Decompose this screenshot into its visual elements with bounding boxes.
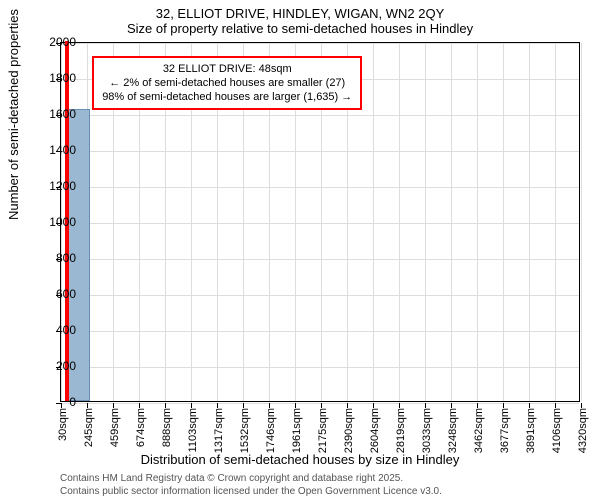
ytick-label: 1200 [36,179,76,193]
xtick-label: 4320sqm [577,408,589,453]
y-axis-label: Number of semi-detached properties [6,9,21,220]
xtick-label: 459sqm [109,408,121,447]
xtick-label: 3462sqm [473,408,485,453]
xtick-label: 2819sqm [395,408,407,453]
grid-line-v [503,43,504,401]
ytick-label: 800 [36,251,76,265]
annotation-line: 98% of semi-detached houses are larger (… [102,90,352,104]
grid-line-v [399,43,400,401]
grid-line-v [477,43,478,401]
xtick-label: 1103sqm [187,408,199,452]
xtick-label: 245sqm [83,408,95,447]
ytick-label: 600 [36,287,76,301]
chart-title: 32, ELLIOT DRIVE, HINDLEY, WIGAN, WN2 2Q… [0,0,600,21]
annotation-line: ← 2% of semi-detached houses are smaller… [102,76,352,90]
grid-line-v [451,43,452,401]
xtick-label: 4106sqm [551,408,563,453]
ytick-label: 1600 [36,107,76,121]
grid-line-v [425,43,426,401]
ytick-label: 1800 [36,71,76,85]
plot-area: 30sqm245sqm459sqm674sqm888sqm1103sqm1317… [60,42,580,402]
ytick-label: 0 [36,395,76,409]
ytick-label: 2000 [36,35,76,49]
xtick-label: 1317sqm [213,408,225,453]
xtick-label: 3677sqm [499,408,511,453]
grid-line-v [555,43,556,401]
xtick-label: 3891sqm [525,408,537,453]
xtick-label: 1532sqm [239,408,251,453]
annotation-box: 32 ELLIOT DRIVE: 48sqm← 2% of semi-detac… [92,56,362,111]
grid-line-v [373,43,374,401]
footer-line2: Contains public sector information licen… [60,485,442,498]
chart-subtitle: Size of property relative to semi-detach… [0,21,600,36]
xtick-label: 1961sqm [291,408,303,453]
grid-line-v [581,43,582,401]
xtick-label: 2175sqm [317,408,329,453]
x-axis-label: Distribution of semi-detached houses by … [0,452,600,467]
xtick-label: 888sqm [161,408,173,447]
annotation-line: 32 ELLIOT DRIVE: 48sqm [102,62,352,76]
xtick-label: 674sqm [135,408,147,447]
xtick-label: 3248sqm [447,408,459,453]
xtick-label: 2604sqm [369,408,381,453]
xtick-label: 1746sqm [265,408,277,453]
ytick-label: 400 [36,323,76,337]
xtick-label: 3033sqm [421,408,433,453]
grid-line-v [529,43,530,401]
footer-credits: Contains HM Land Registry data © Crown c… [60,472,442,498]
ytick-label: 1000 [36,215,76,229]
footer-line1: Contains HM Land Registry data © Crown c… [60,472,442,485]
ytick-label: 1400 [36,143,76,157]
xtick-label: 2390sqm [343,408,355,453]
ytick-label: 200 [36,359,76,373]
xtick-label: 30sqm [57,408,69,441]
